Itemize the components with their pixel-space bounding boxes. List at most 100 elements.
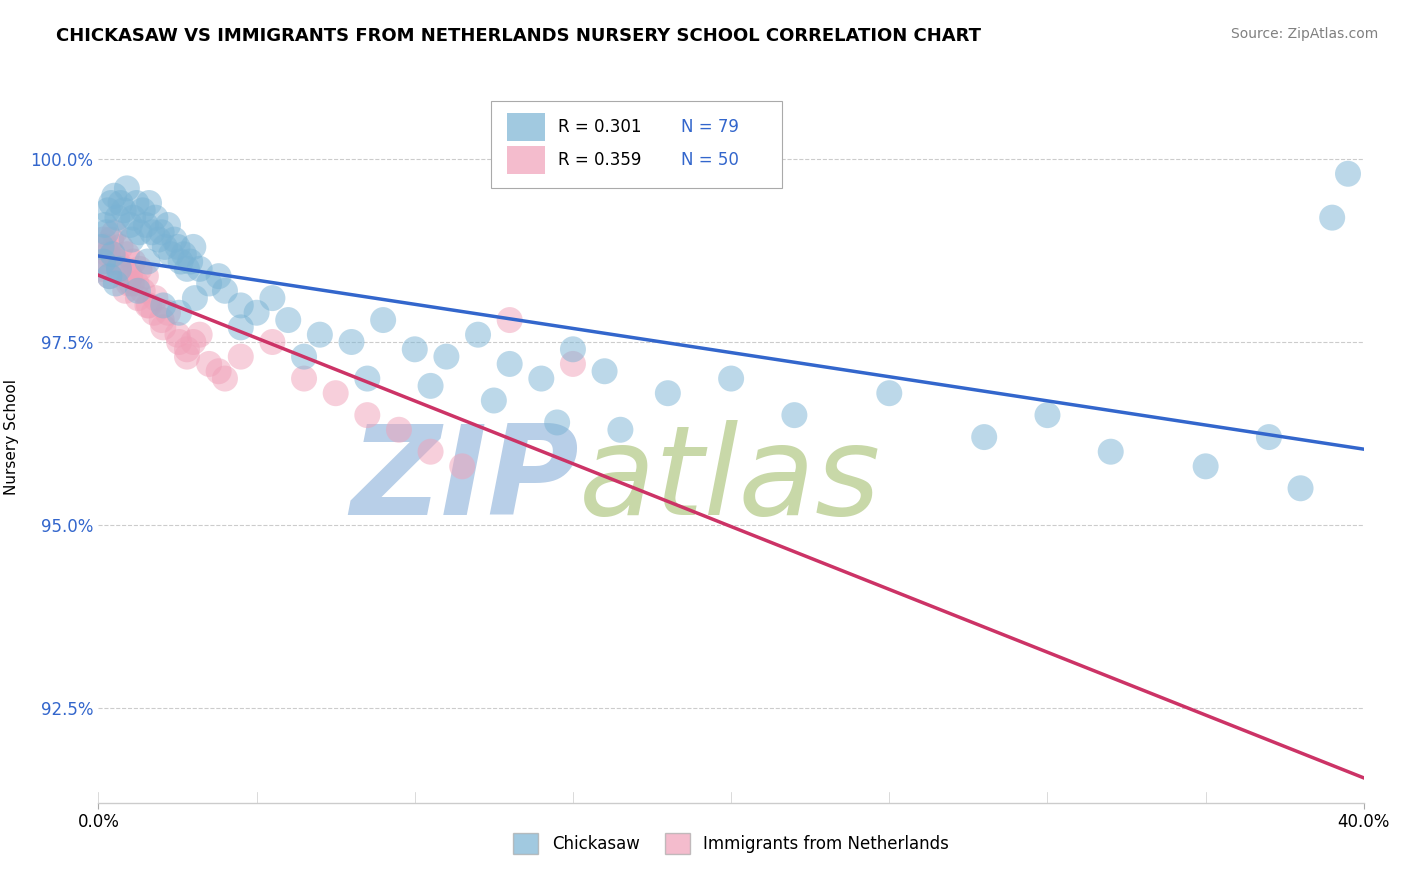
Point — [160, 247, 183, 261]
Point — [141, 225, 163, 239]
Point — [482, 393, 505, 408]
Point — [262, 334, 284, 349]
Point — [121, 233, 143, 247]
Point — [404, 343, 426, 357]
Point — [110, 196, 132, 211]
Point — [388, 423, 411, 437]
Point — [229, 320, 252, 334]
Text: N = 79: N = 79 — [681, 118, 738, 136]
Point — [115, 247, 138, 261]
Point — [198, 357, 221, 371]
Point — [152, 298, 174, 312]
Point — [176, 261, 198, 276]
Point — [97, 203, 120, 218]
Point — [122, 254, 145, 268]
Point — [292, 371, 315, 385]
Point — [104, 277, 127, 291]
Point — [90, 261, 112, 276]
Point — [96, 254, 118, 268]
Point — [100, 196, 122, 211]
Point — [157, 218, 180, 232]
Point — [122, 211, 145, 225]
Point — [150, 225, 173, 239]
Point — [657, 386, 679, 401]
Point — [120, 269, 141, 284]
Point — [208, 364, 231, 378]
Point — [499, 357, 522, 371]
Point — [103, 188, 125, 202]
Point — [436, 350, 458, 364]
FancyBboxPatch shape — [491, 101, 782, 188]
Y-axis label: Nursery School: Nursery School — [4, 379, 20, 495]
Point — [110, 240, 132, 254]
Text: CHICKASAW VS IMMIGRANTS FROM NETHERLANDS NURSERY SCHOOL CORRELATION CHART: CHICKASAW VS IMMIGRANTS FROM NETHERLANDS… — [56, 27, 981, 45]
Point — [176, 343, 198, 357]
Point — [1257, 430, 1279, 444]
Point — [152, 320, 174, 334]
Point — [229, 298, 252, 312]
Point — [108, 261, 131, 276]
Point — [142, 306, 165, 320]
Text: ZIP: ZIP — [350, 420, 579, 541]
Point — [132, 284, 155, 298]
Point — [93, 240, 117, 254]
Point — [150, 313, 173, 327]
Point — [188, 261, 211, 276]
Point — [356, 408, 378, 422]
Point — [183, 240, 205, 254]
Point — [91, 233, 114, 247]
Text: N = 50: N = 50 — [681, 151, 738, 169]
Point — [167, 334, 190, 349]
Point — [101, 247, 124, 261]
Point — [593, 364, 616, 378]
Legend: Chickasaw, Immigrants from Netherlands: Chickasaw, Immigrants from Netherlands — [506, 827, 956, 860]
Point — [188, 327, 211, 342]
Point — [97, 247, 120, 261]
Point — [153, 240, 176, 254]
Point — [90, 240, 112, 254]
Point — [1322, 211, 1344, 225]
Point — [499, 313, 522, 327]
Point — [262, 291, 284, 305]
Point — [325, 386, 347, 401]
Point — [125, 196, 148, 211]
Point — [128, 261, 150, 276]
Point — [176, 350, 198, 364]
Text: R = 0.359: R = 0.359 — [558, 151, 641, 169]
Point — [1289, 481, 1312, 495]
Point — [214, 371, 236, 385]
Point — [877, 386, 901, 401]
Point — [114, 284, 136, 298]
Point — [127, 291, 149, 305]
Point — [198, 277, 221, 291]
Point — [112, 261, 135, 276]
Point — [309, 327, 332, 342]
Point — [1195, 459, 1218, 474]
Point — [1337, 167, 1360, 181]
Point — [973, 430, 995, 444]
Point — [467, 327, 489, 342]
Point — [451, 459, 474, 474]
Point — [128, 225, 150, 239]
Point — [561, 343, 585, 357]
Point — [419, 379, 441, 393]
Point — [561, 357, 585, 371]
Point — [145, 291, 166, 305]
Point — [93, 218, 117, 232]
Point — [229, 350, 252, 364]
Point — [1099, 444, 1122, 458]
Point — [419, 444, 441, 458]
Point — [371, 313, 394, 327]
Point — [166, 327, 188, 342]
Text: R = 0.301: R = 0.301 — [558, 118, 641, 136]
Point — [121, 277, 143, 291]
Point — [135, 218, 157, 232]
Point — [125, 277, 148, 291]
Point — [98, 269, 121, 284]
Point — [183, 334, 205, 349]
Point — [127, 284, 149, 298]
Point — [179, 254, 201, 268]
Point — [166, 240, 188, 254]
Point — [720, 371, 742, 385]
Point — [138, 298, 160, 312]
